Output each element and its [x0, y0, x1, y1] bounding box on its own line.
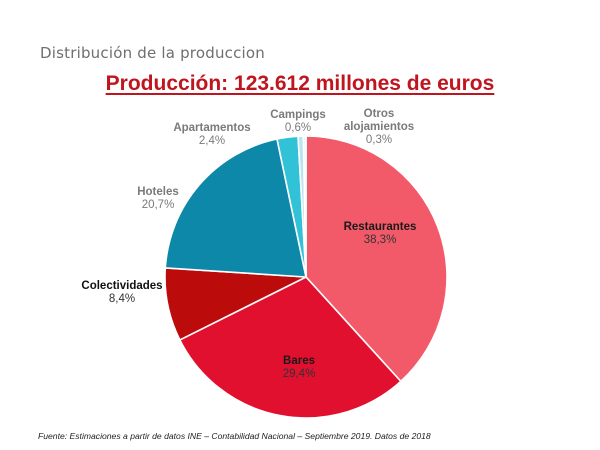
pie-slice-hoteles	[164, 138, 307, 278]
slice-label-hoteles: Hoteles 20,7%	[137, 186, 179, 211]
slice-label-restaurantes: Restaurantes 38,3%	[344, 221, 417, 246]
slice-label-bares: Bares 29,4%	[283, 355, 316, 380]
pie-slice-bares	[179, 276, 402, 419]
slice-label-apartamentos: Apartamentos 2,4%	[173, 122, 250, 147]
chart-title-wrap: Producción: 123.612 millones de euros	[0, 72, 600, 96]
slide-heading: Distribución de la produccion	[40, 44, 265, 62]
slice-label-campings: Campings 0,6%	[270, 109, 326, 134]
pie-slices	[164, 135, 448, 419]
source-note: Fuente: Estimaciones a partir de datos I…	[38, 431, 431, 441]
chart-title: Producción: 123.612 millones de euros	[105, 72, 495, 95]
pie-labels: Restaurantes 38,3% Bares 29,4% Colectividade…	[81, 108, 416, 380]
slice-label-otros-alojamientos: Otros alojamientos 0,3%	[344, 108, 414, 146]
slice-label-colectividades: Colectividades 8,4%	[81, 280, 162, 305]
pie-slice-restaurantes	[305, 135, 448, 383]
pie-slice-otros-alojamientos	[302, 135, 307, 278]
